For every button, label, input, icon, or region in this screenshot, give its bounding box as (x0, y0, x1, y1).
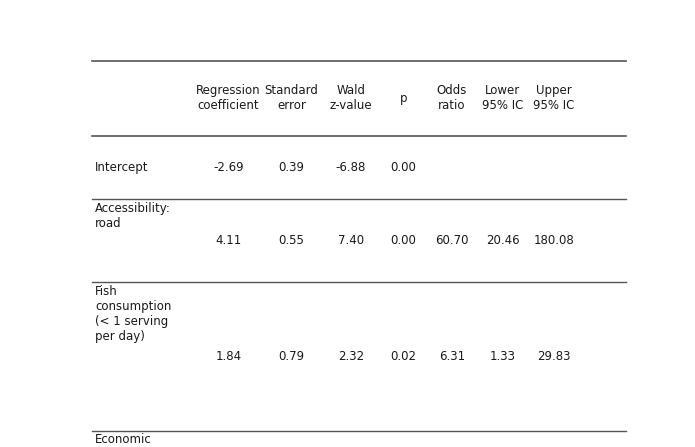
Text: 6.31: 6.31 (439, 350, 465, 363)
Text: 0.00: 0.00 (391, 234, 416, 247)
Text: 0.00: 0.00 (391, 161, 416, 174)
Text: 0.02: 0.02 (391, 350, 416, 363)
Text: 20.46: 20.46 (486, 234, 520, 247)
Text: 0.55: 0.55 (279, 234, 304, 247)
Text: p: p (400, 92, 407, 105)
Text: Lower
95% IC: Lower 95% IC (482, 84, 523, 112)
Text: 0.39: 0.39 (279, 161, 304, 174)
Text: 2.32: 2.32 (338, 350, 364, 363)
Text: Fish
consumption
(< 1 serving
per day): Fish consumption (< 1 serving per day) (95, 285, 172, 343)
Text: -6.88: -6.88 (336, 161, 366, 174)
Text: Accessibility:
road: Accessibility: road (95, 202, 171, 230)
Text: Upper
95% IC: Upper 95% IC (534, 84, 575, 112)
Text: 180.08: 180.08 (534, 234, 575, 247)
Text: -2.69: -2.69 (213, 161, 243, 174)
Text: 1.84: 1.84 (215, 350, 241, 363)
Text: Intercept: Intercept (95, 161, 149, 174)
Text: Economic
activity
(no fishing): Economic activity (no fishing) (95, 434, 162, 447)
Text: 60.70: 60.70 (435, 234, 468, 247)
Text: Regression
coefficient: Regression coefficient (196, 84, 261, 112)
Text: Odds
ratio: Odds ratio (436, 84, 467, 112)
Text: Standard
error: Standard error (265, 84, 318, 112)
Text: 0.79: 0.79 (279, 350, 304, 363)
Text: 4.11: 4.11 (215, 234, 241, 247)
Text: 1.33: 1.33 (490, 350, 516, 363)
Text: 29.83: 29.83 (537, 350, 571, 363)
Text: 7.40: 7.40 (338, 234, 364, 247)
Text: Wald
z-value: Wald z-value (329, 84, 372, 112)
